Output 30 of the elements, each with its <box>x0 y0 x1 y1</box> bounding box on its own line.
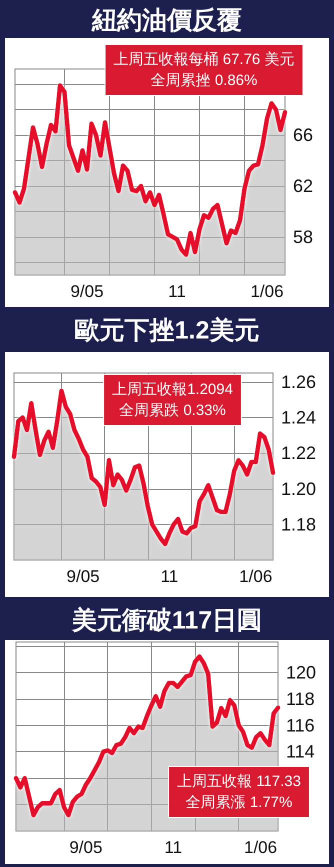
y-tick-label: 1.22 <box>281 443 316 464</box>
y-tick-label: 1.24 <box>281 408 316 428</box>
y-tick-label: 118 <box>286 688 315 709</box>
chart-title: 歐元下挫1.2美元 <box>74 316 260 344</box>
annotation: 全周累挫 0.86% <box>150 72 258 89</box>
y-tick-label: 1.20 <box>281 478 316 499</box>
x-tick-label: 1/06 <box>250 282 284 301</box>
y-tick-label: 66 <box>293 125 314 146</box>
x-tick-label: 11 <box>168 282 186 301</box>
x-tick-label: 9/05 <box>69 838 102 857</box>
x-tick-label: 1/06 <box>244 838 278 857</box>
y-tick-label: 114 <box>286 742 315 762</box>
x-tick-label: 11 <box>164 838 182 857</box>
y-tick-label: 1.26 <box>281 372 316 392</box>
y-tick-label: 62 <box>293 176 314 196</box>
y-tick-label: 1.18 <box>281 514 316 534</box>
annotation: 上周五收報 117.33 <box>177 773 301 790</box>
annotation: 上周五收報1.2094 <box>112 381 233 398</box>
annotation: 全周累漲 1.77% <box>186 794 292 811</box>
y-tick-label: 116 <box>286 715 315 736</box>
chart-title: 美元衝破117日圓 <box>70 606 262 634</box>
chart-title: 紐約油價反覆 <box>91 6 242 34</box>
x-tick-label: 1/06 <box>239 567 272 586</box>
x-tick-label: 11 <box>160 567 178 586</box>
x-tick-label: 9/05 <box>70 282 104 301</box>
y-tick-label: 120 <box>286 662 316 682</box>
y-tick-label: 58 <box>293 226 314 247</box>
annotation: 全周累跌 0.33% <box>119 402 226 419</box>
text: 上周五收報每桶 67.76 美元 <box>114 51 294 68</box>
x-tick-label: 9/05 <box>66 567 100 586</box>
